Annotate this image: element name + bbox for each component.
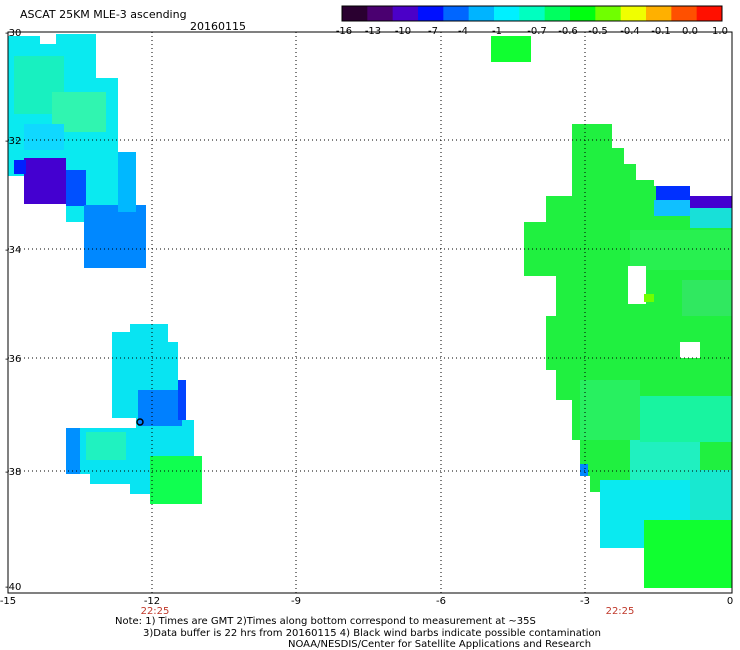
x-tick-label: -12 — [144, 596, 160, 607]
y-tick-label: -34 — [5, 245, 21, 256]
wind-swath-north-patch — [491, 36, 531, 62]
colorbar-segment — [367, 6, 394, 21]
x-tick-label: -3 — [580, 596, 590, 607]
colorbar-segment — [494, 6, 520, 21]
y-tick-label: -30 — [5, 28, 21, 39]
colorbar-segment — [443, 6, 470, 21]
y-tick-label: -36 — [5, 354, 21, 365]
colorbar-segment — [646, 6, 672, 21]
colorbar-segment — [392, 6, 419, 21]
map-gridlines — [8, 32, 732, 593]
colorbar-segment — [519, 6, 546, 21]
map-frame — [7, 31, 733, 594]
colorbar-segment — [544, 6, 571, 21]
time-label: 22:25 — [606, 606, 635, 617]
map-title: ASCAT 25KM MLE-3 ascending — [20, 8, 187, 21]
x-tick-label: -15 — [0, 596, 16, 607]
y-axis-labels: -30 -32 -34 -36 -38 -40 — [5, 28, 21, 593]
x-axis-labels: -15 -12 -9 -6 -3 0 — [0, 596, 733, 607]
colorbar-segment — [468, 6, 495, 21]
colorbar-segment — [696, 6, 723, 21]
wind-swath-southwest — [66, 324, 202, 504]
colorbar-segment — [418, 6, 444, 21]
colorbar-segment — [342, 6, 368, 21]
time-labels: 22:25 22:25 — [141, 606, 635, 617]
colorbar-segment — [570, 6, 596, 21]
colorbar-segment — [620, 6, 647, 21]
footnote-line-3: NOAA/NESDIS/Center for Satellite Applica… — [288, 639, 592, 650]
y-tick-label: -40 — [5, 582, 21, 593]
x-tick-label: -9 — [291, 596, 301, 607]
y-tick-label: -32 — [5, 136, 21, 147]
wind-swath-northwest — [8, 34, 146, 268]
colorbar-segment — [595, 6, 622, 21]
x-tick-label: 0 — [727, 596, 733, 607]
footnote-line-1: Note: 1) Times are GMT 2)Times along bot… — [115, 616, 536, 627]
footnote-line-2: 3)Data buffer is 22 hrs from 20160115 4)… — [143, 628, 601, 639]
x-tick-label: -6 — [436, 596, 446, 607]
wind-swath-east — [524, 124, 732, 588]
map-date: 20160115 — [190, 20, 246, 33]
time-label: 22:25 — [141, 606, 170, 617]
colorbar-segment — [671, 6, 698, 21]
y-tick-label: -38 — [5, 467, 21, 478]
